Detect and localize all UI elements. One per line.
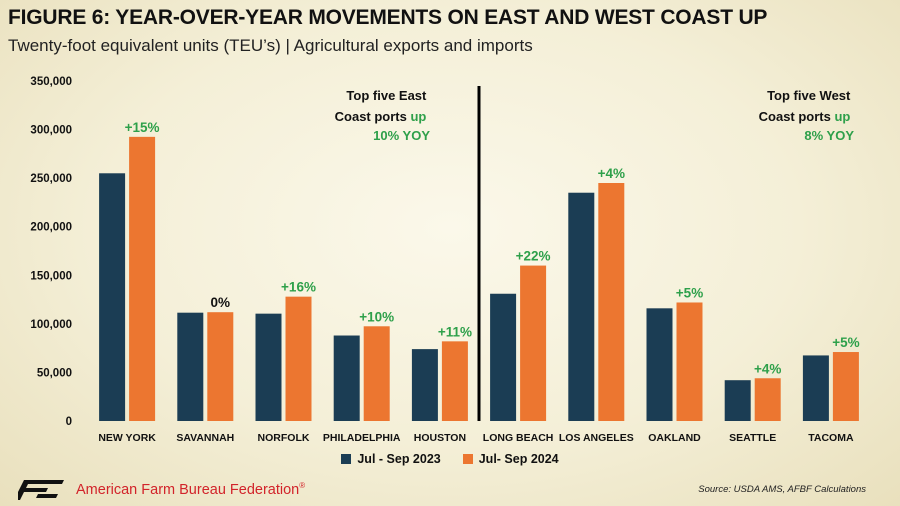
x-tick-label: LOS ANGELES bbox=[559, 432, 634, 444]
x-tick-label: PHILADELPHIA bbox=[323, 432, 401, 444]
bar-2023 bbox=[802, 355, 829, 421]
y-tick-label: 200,000 bbox=[30, 222, 72, 234]
bar-2024 bbox=[207, 312, 234, 421]
west-annotation-line2: Coast ports up bbox=[759, 109, 851, 124]
bar-2023 bbox=[333, 335, 360, 421]
afbf-logo-icon: FB bbox=[18, 480, 64, 500]
x-tick-label: HOUSTON bbox=[414, 432, 466, 444]
org-name: American Farm Bureau Federation® bbox=[76, 481, 306, 498]
bar-2023 bbox=[568, 192, 595, 421]
pct-change-label: +16% bbox=[281, 280, 316, 295]
pct-change-label: +15% bbox=[125, 120, 160, 135]
pct-change-label: +11% bbox=[438, 324, 472, 339]
data-labels: +15% 0% +16% +10% +11% +22% +4% +5% +4% +5% bbox=[125, 120, 860, 376]
bar-2024 bbox=[676, 302, 703, 421]
x-tick-label: SEATTLE bbox=[729, 432, 776, 444]
west-annotation-line3: 8% YOY bbox=[804, 128, 854, 143]
x-tick-label: SAVANNAH bbox=[176, 432, 234, 444]
y-tick-label: 100,000 bbox=[30, 319, 72, 331]
legend-swatch-2024 bbox=[462, 454, 473, 464]
pct-change-label: +22% bbox=[516, 249, 551, 264]
y-tick-label: 150,000 bbox=[30, 270, 72, 282]
legend: Jul - Sep 2023 Jul- Sep 2024 bbox=[0, 452, 900, 466]
y-axis: 0 50,000 100,000 150,000 200,000 250,000 300,0… bbox=[30, 76, 72, 428]
bar-2024 bbox=[129, 136, 156, 421]
chart-title: FIGURE 6: YEAR-OVER-YEAR MOVEMENTS ON EA… bbox=[8, 6, 768, 29]
pct-change-label: +5% bbox=[676, 285, 703, 300]
bar-2023 bbox=[646, 308, 673, 421]
pct-change-label: +4% bbox=[754, 361, 781, 376]
registered-mark: ® bbox=[299, 481, 306, 490]
x-tick-label: NORFOLK bbox=[258, 432, 310, 444]
y-tick-label: 300,000 bbox=[30, 125, 72, 137]
east-annotation-line1: Top five East bbox=[346, 88, 427, 103]
west-annotation: Top five West Coast ports up 8% YOY bbox=[759, 88, 855, 143]
y-tick-label: 0 bbox=[66, 416, 72, 428]
x-axis: NEW YORK SAVANNAH NORFOLK PHILADELPHIA HOUST… bbox=[98, 432, 854, 444]
bar-2024 bbox=[441, 341, 468, 421]
bar-2023 bbox=[177, 312, 204, 421]
bar-2023 bbox=[99, 173, 126, 421]
y-tick-label: 350,000 bbox=[30, 76, 72, 88]
bar-2024 bbox=[832, 352, 859, 421]
west-annotation-highlight: up bbox=[834, 109, 850, 124]
x-tick-label: OAKLAND bbox=[648, 432, 701, 444]
pct-change-label: +5% bbox=[832, 335, 859, 350]
bar-2024 bbox=[520, 265, 547, 421]
legend-label-2023: Jul - Sep 2023 bbox=[357, 452, 441, 466]
west-annotation-line1: Top five West bbox=[767, 88, 851, 103]
x-tick-label: LONG BEACH bbox=[483, 432, 554, 444]
x-tick-label: NEW YORK bbox=[98, 432, 156, 444]
footer: FB American Farm Bureau Federation® Sour… bbox=[0, 475, 900, 506]
pct-change-label: 0% bbox=[211, 295, 231, 310]
east-annotation: Top five East Coast ports up 10% YOY bbox=[335, 88, 431, 143]
pct-change-label: +10% bbox=[359, 309, 394, 324]
legend-item-2024: Jul- Sep 2024 bbox=[462, 452, 559, 466]
bar-2024 bbox=[754, 378, 781, 421]
bar-2024 bbox=[363, 326, 390, 421]
bars bbox=[99, 136, 859, 421]
bar-2024 bbox=[285, 296, 312, 421]
bar-2024 bbox=[598, 183, 625, 421]
chart-subtitle: Twenty-foot equivalent units (TEU’s) | A… bbox=[8, 36, 533, 55]
bar-2023 bbox=[490, 293, 517, 421]
east-annotation-line3: 10% YOY bbox=[373, 128, 430, 143]
y-tick-label: 250,000 bbox=[30, 173, 72, 185]
bar-2023 bbox=[255, 313, 282, 421]
legend-swatch-2023 bbox=[341, 454, 352, 464]
bar-2023 bbox=[724, 380, 751, 421]
y-tick-label: 50,000 bbox=[37, 367, 72, 379]
source-note: Source: USDA AMS, AFBF Calculations bbox=[698, 484, 866, 495]
legend-item-2023: Jul - Sep 2023 bbox=[341, 452, 441, 466]
pct-change-label: +4% bbox=[598, 166, 625, 181]
x-tick-label: TACOMA bbox=[808, 432, 854, 444]
east-annotation-line2: Coast ports up bbox=[335, 109, 427, 124]
east-annotation-highlight: up bbox=[410, 109, 426, 124]
bar-2023 bbox=[411, 349, 438, 421]
legend-label-2024: Jul- Sep 2024 bbox=[478, 452, 559, 466]
